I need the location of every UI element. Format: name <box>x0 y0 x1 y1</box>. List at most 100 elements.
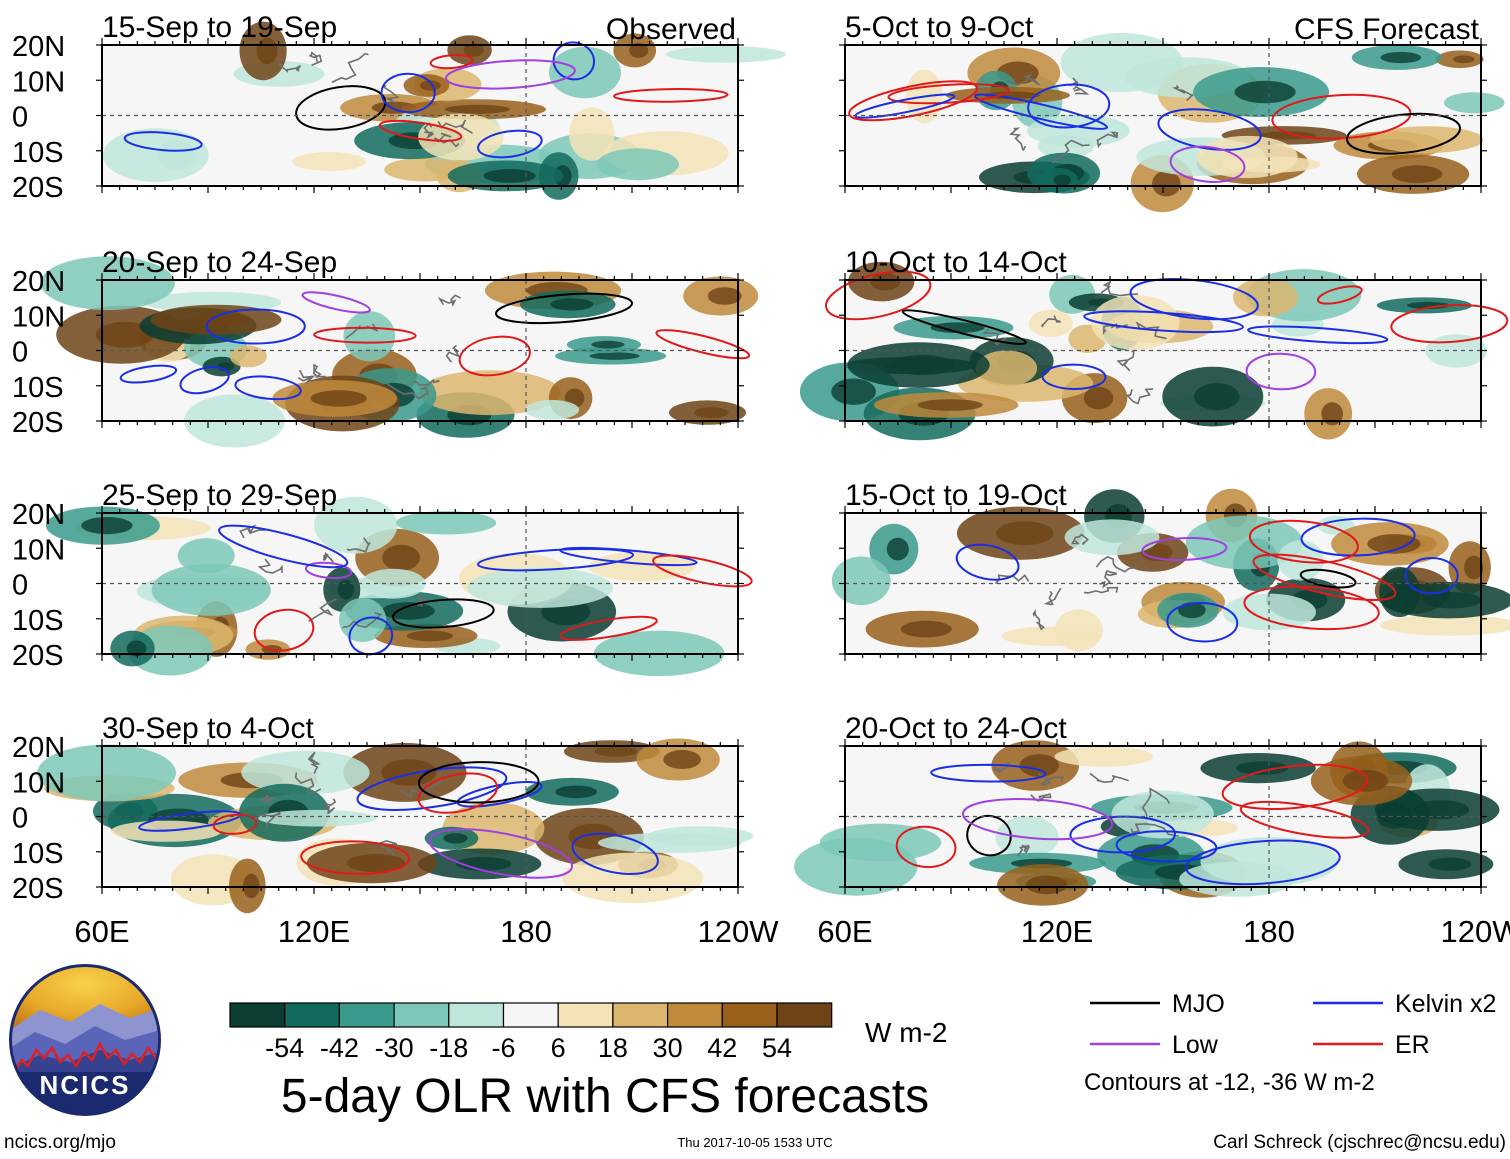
coastline <box>342 612 383 629</box>
wave-contour <box>552 41 596 81</box>
olr-anomaly-core <box>1053 174 1072 186</box>
wave-contour <box>895 825 957 869</box>
longitude-label: 180 <box>500 914 552 949</box>
footer-timestamp: Thu 2017-10-05 1533 UTC <box>677 1135 832 1150</box>
coastline <box>1089 772 1129 784</box>
olr-anomaly-core <box>346 854 406 873</box>
latitude-label: 20N <box>12 266 65 298</box>
olr-anomaly-core <box>1428 857 1472 871</box>
olr-anomaly-patch <box>419 370 561 416</box>
olr-anomaly-core <box>1367 534 1421 554</box>
latitude-label: 20S <box>12 407 64 439</box>
colorbar-tick-label: -54 <box>265 1033 304 1063</box>
olr-anomaly-patch <box>647 826 754 846</box>
latitude-label: 20N <box>12 499 65 531</box>
olr-anomaly-core <box>886 537 909 561</box>
longitude-label: 120W <box>1441 914 1510 949</box>
map-panel: 15-Oct to 19-Oct <box>831 479 1510 661</box>
coastline <box>423 122 435 140</box>
longitude-label: 120W <box>698 914 780 949</box>
longitude-label: 120E <box>1021 914 1093 949</box>
coastline <box>994 574 1030 585</box>
wave-contour <box>613 88 729 103</box>
olr-anomaly-core <box>1422 592 1482 609</box>
wave-contour <box>961 797 1114 841</box>
wave-contour <box>974 93 1108 130</box>
coastline <box>445 344 461 363</box>
olr-anomaly-core <box>589 352 640 360</box>
olr-anomaly-core <box>1407 301 1450 309</box>
coastline <box>307 751 321 775</box>
coastline <box>1072 85 1090 95</box>
wave-contour <box>901 309 1027 345</box>
coastline <box>376 840 398 856</box>
legend-label: Kelvin x2 <box>1395 990 1496 1018</box>
olr-anomaly-core <box>550 298 594 311</box>
map-panels: 15-Sep to 19-Sep Observed 20-Sep to 24-Sep… <box>37 11 1510 914</box>
olr-anomaly-patch <box>569 107 615 161</box>
coastline <box>1041 315 1061 328</box>
map-panel: 20-Oct to 24-Oct <box>794 712 1500 906</box>
olr-anomaly-core <box>443 833 468 844</box>
latitude-label: 20N <box>12 732 65 764</box>
wave-contour <box>1404 556 1459 595</box>
coastline <box>1052 139 1090 164</box>
wave-contour <box>428 828 574 879</box>
footer-url: ncics.org/mjo <box>4 1132 116 1153</box>
wave-contour <box>179 366 230 395</box>
olr-anomaly-core <box>591 340 625 349</box>
coastline <box>294 772 322 794</box>
wave-contour <box>1185 839 1341 886</box>
olr-anomaly-patch <box>794 837 918 896</box>
latitude-label: 10N <box>12 66 65 98</box>
colorbar-swatch <box>448 1002 505 1028</box>
olr-anomaly-patch <box>831 556 891 606</box>
olr-anomaly-patch <box>665 46 786 63</box>
coastline <box>261 794 276 806</box>
olr-anomaly-core <box>917 399 983 411</box>
legend-label: ER <box>1395 1031 1430 1059</box>
coastline <box>1141 787 1171 820</box>
olr-anomaly-core <box>1236 761 1289 775</box>
wave-contour <box>825 270 932 321</box>
latitude-label: 0 <box>12 102 28 134</box>
wave-contour <box>1316 285 1363 305</box>
olr-anomaly-core <box>190 313 250 327</box>
coastline <box>309 51 323 66</box>
coastline <box>239 524 266 539</box>
olr-anomaly-core <box>463 43 484 57</box>
olr-anomaly-core <box>1260 131 1317 140</box>
observed-label: Observed <box>606 13 736 46</box>
olr-anomaly-core <box>1453 55 1475 64</box>
ncics-logo: NCICS <box>9 964 161 1116</box>
colorbar-units: W m-2 <box>865 1017 947 1048</box>
coastline <box>386 382 430 400</box>
colorbar-tick-label: 42 <box>707 1033 737 1063</box>
olr-anomaly-core <box>629 42 649 59</box>
coastline <box>1083 586 1119 594</box>
colorbar-swatch <box>229 1002 286 1028</box>
olr-anomaly-core <box>831 378 876 405</box>
figure-title: 5-day OLR with CFS forecasts <box>281 1070 929 1123</box>
coastline <box>1006 73 1040 86</box>
panel-period-title: 15-Oct to 19-Oct <box>845 479 1067 512</box>
olr-anomaly-core <box>930 322 985 334</box>
coastline <box>308 598 337 622</box>
latitude-label: 0 <box>12 803 28 835</box>
colorbar-swatch <box>612 1002 669 1028</box>
wave-contour <box>652 554 753 588</box>
panel-period-title: 20-Oct to 24-Oct <box>845 712 1067 745</box>
olr-anomaly-core <box>870 272 901 291</box>
wave-contour <box>119 364 178 384</box>
wave-contour <box>1115 830 1218 863</box>
olr-anomaly-patch <box>1196 135 1298 179</box>
panel-period-title: 10-Oct to 14-Oct <box>845 246 1067 279</box>
olr-anomaly-patch <box>229 345 267 368</box>
olr-anomaly-patch <box>1380 614 1510 636</box>
olr-anomaly-core <box>1083 386 1114 410</box>
coastline <box>1102 322 1128 335</box>
legend-label: Low <box>1172 1031 1219 1059</box>
olr-anomaly-core <box>1019 754 1059 777</box>
wave-contour <box>417 772 499 814</box>
olr-anomaly-core <box>243 873 260 899</box>
